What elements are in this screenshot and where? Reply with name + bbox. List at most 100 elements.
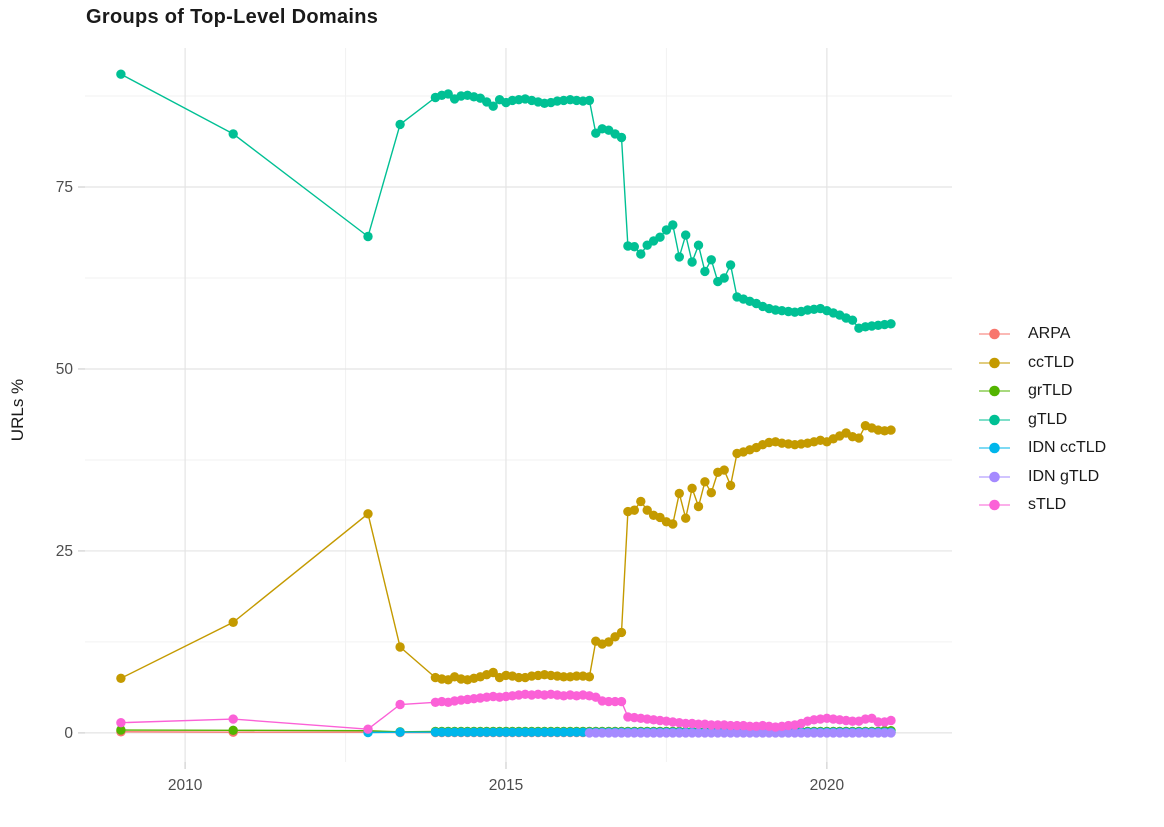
series-point-idn-gtld [745, 728, 755, 738]
x-tick-label: 2020 [810, 777, 845, 794]
legend-item-arpa: ARPA [978, 320, 1106, 349]
legend-label: IDN gTLD [1028, 467, 1100, 485]
series-point-cctld [725, 480, 736, 491]
series-point-gtld [700, 266, 710, 277]
series-point-cctld [616, 627, 627, 638]
series-point-idn-cctld [559, 727, 569, 737]
series-point-idn-gtld [668, 728, 678, 738]
series-point-idn-cctld [395, 727, 405, 737]
legend-key-arpa-icon [979, 328, 1010, 340]
series-point-gtld [681, 230, 691, 240]
series-point-cctld [116, 673, 126, 683]
series-point-gtld [584, 95, 595, 106]
series-point-gtld [443, 89, 453, 99]
series-point-gtld [636, 249, 646, 259]
series-point-cctld [674, 488, 684, 499]
legend-key-cctld-icon [979, 357, 1010, 369]
series-point-cctld [604, 637, 614, 647]
series-point-idn-gtld [706, 728, 716, 738]
series-point-cctld [700, 477, 710, 487]
legend-item-grtld: grTLD [978, 377, 1106, 406]
y-tick-label: 75 [56, 179, 73, 196]
series-point-stld [116, 718, 126, 728]
legend-item-idn-cctld: IDN ccTLD [978, 434, 1106, 463]
legend-key-idn-cctld-icon [979, 442, 1010, 454]
legend-key-stld-icon [979, 499, 1010, 511]
series-point-gtld [886, 319, 896, 329]
legend-key-idn-gtld-icon [979, 471, 1010, 483]
series-point-stld [706, 720, 716, 730]
series-point-grtld [116, 725, 126, 735]
series-point-gtld [363, 231, 373, 242]
x-tick-label: 2015 [489, 777, 523, 794]
series-point-cctld [228, 617, 238, 627]
series-point-gtld [719, 273, 729, 283]
series-point-cctld [559, 672, 569, 682]
series-point-stld [395, 699, 405, 710]
series-point-gtld [725, 260, 736, 270]
series-point-gtld [488, 101, 498, 111]
series-point-gtld [395, 119, 405, 130]
series-point-cctld [642, 505, 652, 515]
series-point-idn-gtld [629, 728, 639, 738]
series-point-cctld [854, 433, 864, 443]
series-point-idn-gtld [854, 728, 864, 738]
series-point-cctld [886, 425, 896, 435]
legend-label: ARPA [1028, 325, 1071, 343]
series-point-gtld [687, 257, 697, 267]
x-tick-label: 2010 [168, 777, 203, 794]
series-point-stld [886, 715, 896, 726]
y-tick-label: 25 [56, 543, 73, 560]
series-point-cctld [693, 501, 704, 512]
legend-label: sTLD [1028, 496, 1067, 514]
series-point-cctld [629, 505, 639, 515]
legend-key-grtld-icon [979, 385, 1010, 397]
series-point-gtld [228, 129, 238, 139]
series-point-gtld [629, 242, 639, 252]
series-point-gtld [655, 232, 665, 242]
series-point-cctld [636, 496, 646, 507]
legend-label: IDN ccTLD [1028, 439, 1107, 457]
series-point-gtld [693, 240, 704, 250]
legend-item-cctld: ccTLD [978, 349, 1106, 378]
legend-label: ccTLD [1028, 353, 1075, 371]
series-point-cctld [668, 519, 678, 529]
legend-item-idn-gtld: IDN gTLD [978, 463, 1106, 492]
series-point-cctld [687, 483, 697, 493]
chart-title: Groups of Top-Level Domains [86, 6, 379, 28]
y-tick-label: 0 [64, 725, 73, 742]
series-point-stld [616, 696, 627, 707]
series-point-idn-gtld [777, 728, 787, 738]
series-point-cctld [706, 488, 716, 498]
series-point-idn-gtld [815, 728, 826, 738]
series-point-gtld [116, 69, 126, 79]
series-point-stld [745, 721, 755, 731]
series-point-cctld [395, 642, 405, 652]
series-point-idn-cctld [520, 727, 530, 737]
series-point-stld [228, 714, 238, 724]
legend-label: gTLD [1028, 410, 1068, 428]
series-point-idn-cctld [449, 727, 460, 737]
legend-label: grTLD [1028, 382, 1073, 400]
legend: ARPA ccTLD grTLD gTLD IDN ccTLD IDN gTLD sTLD [978, 320, 1106, 520]
series-point-stld [363, 724, 373, 734]
series-point-cctld [584, 672, 595, 682]
y-tick-label: 50 [56, 361, 74, 378]
series-point-cctld [681, 513, 691, 523]
series-point-cctld [719, 465, 729, 475]
series-point-idn-gtld [597, 728, 607, 738]
legend-item-gtld: gTLD [978, 406, 1106, 435]
legend-key-gtld-icon [979, 414, 1010, 426]
series-point-cctld [363, 509, 373, 519]
series-point-gtld [706, 255, 716, 265]
series-point-gtld [616, 132, 627, 143]
series-point-gtld [674, 252, 684, 262]
series-point-gtld [847, 315, 858, 325]
legend-item-stld: sTLD [978, 491, 1106, 520]
series-point-gtld [668, 220, 678, 230]
series-point-idn-gtld [886, 728, 896, 738]
series-point-gtld [661, 225, 672, 235]
series-point-cctld [488, 667, 498, 678]
series-point-grtld [228, 725, 238, 735]
